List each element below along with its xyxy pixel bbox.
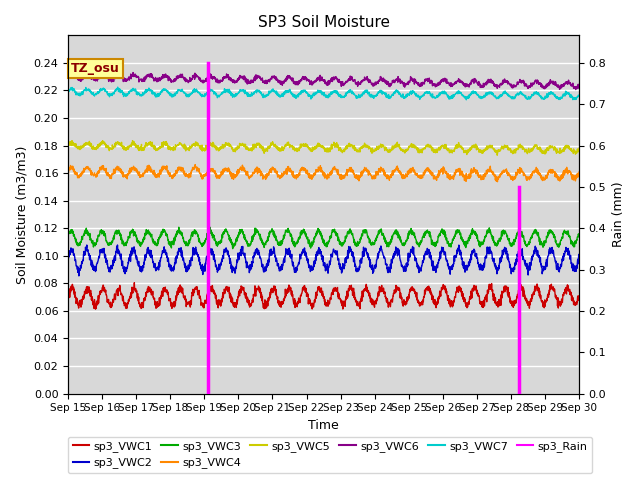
sp3_VWC7: [463, 97, 470, 103]
sp3_VWC7: [300, 89, 307, 95]
Y-axis label: Soil Moisture (m3/m3): Soil Moisture (m3/m3): [15, 145, 28, 284]
sp3_VWC1: [561, 289, 568, 295]
sp3_VWC2: [561, 253, 568, 259]
sp3_VWC7: [90, 92, 98, 98]
X-axis label: Time: Time: [308, 419, 339, 432]
Line: sp3_VWC6: sp3_VWC6: [68, 72, 579, 89]
Line: sp3_VWC7: sp3_VWC7: [68, 87, 579, 100]
sp3_VWC7: [64, 90, 72, 96]
sp3_VWC2: [300, 249, 307, 255]
Y-axis label: Rain (mm): Rain (mm): [612, 181, 625, 247]
sp3_VWC4: [575, 169, 583, 175]
sp3_VWC7: [561, 91, 568, 97]
sp3_VWC4: [64, 168, 72, 173]
sp3_VWC5: [561, 145, 568, 151]
sp3_VWC1: [64, 297, 72, 302]
sp3_VWC3: [561, 228, 568, 233]
sp3_VWC3: [229, 246, 237, 252]
sp3_VWC5: [91, 146, 99, 152]
sp3_VWC3: [313, 230, 321, 236]
sp3_VWC1: [561, 289, 568, 295]
sp3_VWC2: [561, 251, 568, 256]
sp3_VWC3: [561, 229, 568, 235]
sp3_VWC2: [91, 265, 99, 271]
sp3_VWC6: [575, 84, 583, 89]
sp3_VWC5: [300, 141, 307, 147]
sp3_VWC1: [313, 290, 321, 296]
Line: sp3_VWC3: sp3_VWC3: [68, 227, 579, 249]
sp3_VWC2: [467, 253, 475, 259]
sp3_VWC6: [85, 70, 93, 75]
sp3_VWC4: [561, 172, 568, 178]
sp3_VWC5: [561, 145, 568, 151]
sp3_VWC6: [64, 75, 72, 81]
sp3_VWC2: [114, 242, 122, 248]
sp3_VWC7: [467, 90, 475, 96]
sp3_VWC4: [561, 169, 568, 175]
sp3_VWC7: [575, 93, 583, 98]
sp3_VWC2: [575, 255, 583, 261]
sp3_VWC1: [300, 287, 307, 293]
sp3_VWC1: [131, 280, 138, 286]
sp3_VWC4: [467, 174, 474, 180]
Title: SP3 Soil Moisture: SP3 Soil Moisture: [257, 15, 390, 30]
sp3_VWC3: [467, 230, 475, 236]
sp3_VWC2: [75, 273, 83, 279]
sp3_VWC6: [561, 81, 568, 87]
sp3_VWC7: [313, 89, 321, 95]
sp3_VWC4: [191, 162, 199, 168]
Line: sp3_VWC5: sp3_VWC5: [68, 141, 579, 155]
Line: sp3_VWC2: sp3_VWC2: [68, 245, 579, 276]
sp3_VWC1: [575, 293, 583, 299]
sp3_VWC3: [90, 240, 98, 246]
sp3_VWC6: [313, 76, 321, 82]
Line: sp3_VWC1: sp3_VWC1: [68, 283, 579, 309]
Text: TZ_osu: TZ_osu: [71, 62, 120, 75]
sp3_VWC4: [493, 179, 501, 185]
sp3_VWC1: [92, 306, 99, 312]
sp3_VWC5: [68, 138, 76, 144]
sp3_VWC2: [313, 249, 321, 255]
sp3_VWC3: [206, 224, 214, 230]
sp3_VWC5: [313, 144, 321, 149]
sp3_VWC3: [64, 232, 72, 238]
sp3_VWC6: [300, 74, 307, 80]
sp3_VWC4: [90, 171, 98, 177]
sp3_VWC6: [91, 75, 99, 81]
sp3_VWC5: [64, 143, 72, 148]
sp3_VWC6: [572, 86, 579, 92]
sp3_VWC6: [560, 81, 568, 87]
sp3_VWC1: [467, 288, 475, 294]
sp3_VWC7: [114, 84, 122, 90]
sp3_VWC4: [313, 168, 321, 174]
sp3_VWC4: [300, 166, 307, 171]
sp3_VWC3: [575, 231, 583, 237]
Legend: sp3_VWC1, sp3_VWC2, sp3_VWC3, sp3_VWC4, sp3_VWC5, sp3_VWC6, sp3_VWC7, sp3_Rain: sp3_VWC1, sp3_VWC2, sp3_VWC3, sp3_VWC4, …: [68, 437, 592, 473]
sp3_VWC6: [467, 80, 474, 86]
sp3_VWC5: [493, 152, 501, 158]
sp3_VWC5: [467, 146, 474, 152]
sp3_VWC7: [561, 92, 568, 97]
sp3_VWC5: [575, 145, 583, 151]
sp3_VWC3: [300, 227, 307, 232]
Line: sp3_VWC4: sp3_VWC4: [68, 165, 579, 182]
sp3_VWC1: [90, 300, 98, 306]
sp3_VWC2: [64, 258, 72, 264]
